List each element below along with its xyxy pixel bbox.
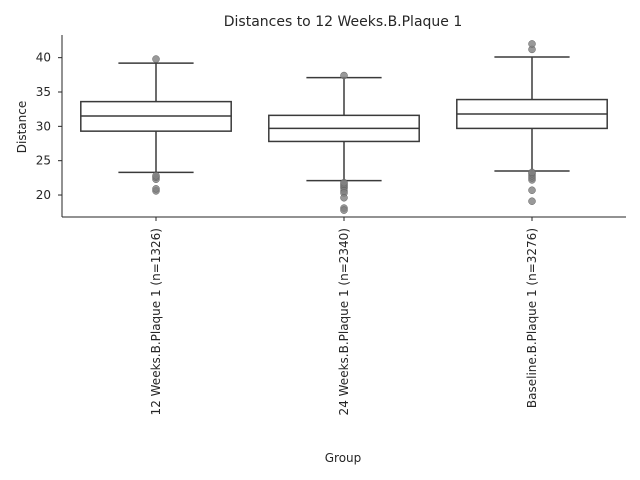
outlier-point [528,197,536,205]
x-axis-label: Group [325,451,362,465]
x-tick-label: Baseline.B.Plaque 1 (n=3276) [525,228,539,408]
box-group-3 [456,40,608,205]
y-tick-label: 25 [36,154,51,168]
y-tick-label: 40 [36,51,51,65]
outlier-point [152,172,160,180]
x-tick-label: 24 Weeks.B.Plaque 1 (n=2340) [337,228,351,415]
outlier-point [528,40,536,48]
box-group-2 [268,71,420,214]
y-tick-label: 30 [36,119,51,133]
y-axis-label: Distance [15,101,29,153]
outlier-point [528,168,536,177]
chart-title: Distances to 12 Weeks.B.Plaque 1 [224,14,463,30]
outlier-point [152,185,160,193]
outlier-point [340,206,348,214]
x-tick-label: 12 Weeks.B.Plaque 1 (n=1326) [149,228,163,415]
outlier-point [528,186,536,194]
y-tick-label: 35 [36,85,51,99]
outlier-point [152,55,160,63]
outlier-point [340,194,348,202]
outlier-point [340,71,348,80]
box-group-1 [80,55,232,195]
outlier-point [340,178,348,187]
y-tick-label: 20 [36,188,51,202]
